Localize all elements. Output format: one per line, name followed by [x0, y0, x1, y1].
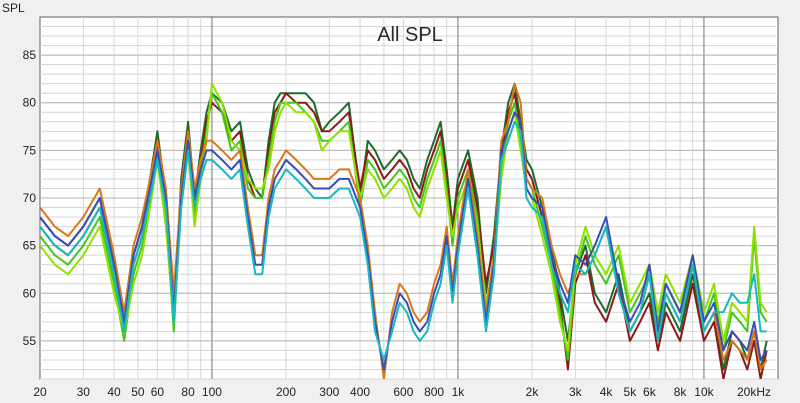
x-tick-label: 6k: [643, 385, 657, 399]
y-tick-label: 65: [23, 239, 37, 253]
y-tick-label: 70: [23, 191, 37, 205]
x-tick-label: 1k: [452, 385, 466, 399]
x-tick-label: 60: [151, 385, 165, 399]
x-tick-label: 50: [131, 385, 145, 399]
y-tick-label: 85: [23, 48, 37, 62]
series-line-7: [40, 120, 767, 361]
y-tick-label: 55: [23, 334, 37, 348]
x-tick-label: 20kHz: [737, 385, 771, 399]
x-tick-label: 40: [107, 385, 121, 399]
y-tick-label: 75: [23, 143, 37, 157]
y-axis-label: SPL: [2, 1, 25, 15]
x-tick-label: 100: [202, 385, 222, 399]
y-axis-ticks: 55 60 65 70 75 80 85: [23, 48, 37, 348]
x-tick-label: 10k: [694, 385, 714, 399]
series-layer: [40, 82, 768, 379]
x-tick-label: 8k: [674, 385, 688, 399]
x-tick-label: 800: [424, 385, 444, 399]
series-line-6: [40, 111, 768, 371]
x-tick-label: 2k: [526, 385, 540, 399]
x-axis-ticks: 20 30 40 50 60 80 100 200 300 400 600 800 1k 2k 3k 4k 5k…: [33, 385, 771, 399]
x-tick-label: 80: [181, 385, 195, 399]
y-tick-label: 60: [23, 286, 37, 300]
x-tick-label: 3k: [569, 385, 583, 399]
x-tick-label: 4k: [600, 385, 614, 399]
x-tick-label: 600: [393, 385, 413, 399]
x-tick-label: 30: [77, 385, 91, 399]
x-tick-label: 300: [319, 385, 339, 399]
x-tick-label: 5k: [624, 385, 638, 399]
x-tick-label: 400: [350, 385, 370, 399]
x-tick-label: 200: [276, 385, 296, 399]
x-tick-label: 20: [33, 385, 47, 399]
y-tick-label: 80: [23, 96, 37, 110]
chart-title: All SPL: [377, 24, 443, 46]
